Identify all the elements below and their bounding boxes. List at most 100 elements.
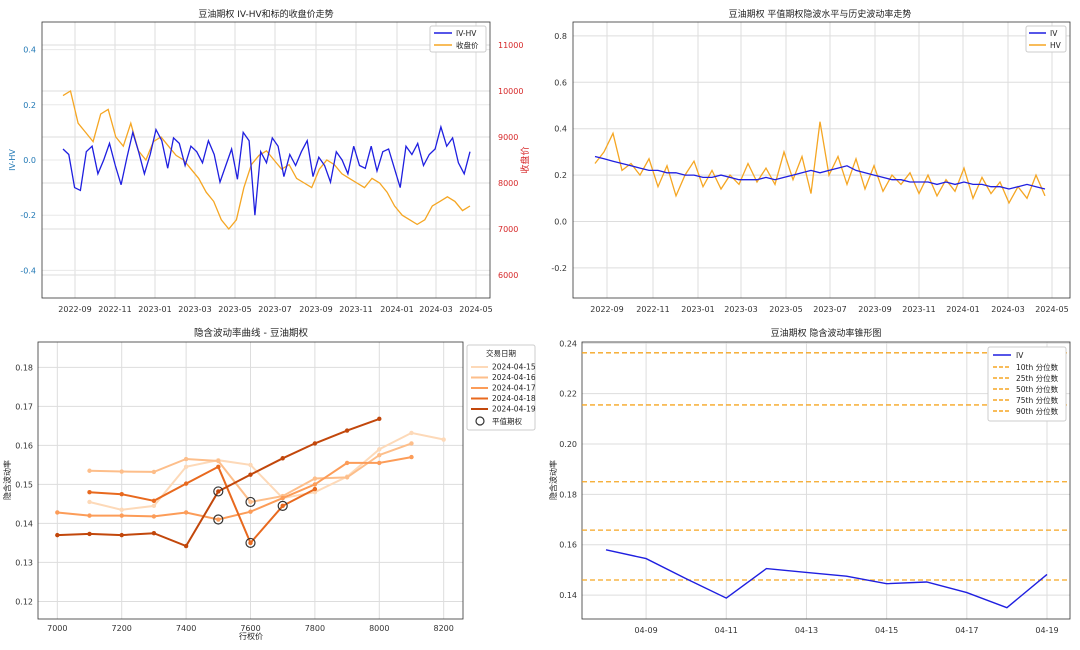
x-tick-label: 7800 [305, 624, 325, 633]
smile-point [248, 472, 253, 477]
smile-line-2024-04-18 [89, 465, 316, 545]
y-tick-label: 0.12 [15, 597, 33, 606]
y2-tick-label: 8000 [498, 179, 518, 188]
smile-point [183, 481, 189, 486]
smile-point [248, 462, 253, 468]
y-tick-label: 0.15 [15, 480, 33, 489]
smile-point [409, 430, 414, 436]
smile-point [119, 469, 124, 474]
x-tick-label: 04-15 [875, 626, 898, 635]
legend-label-percentile: 10th 分位数 [1016, 362, 1059, 372]
legend: IV-HV 收盘价 [429, 25, 487, 53]
smile-point [216, 489, 221, 494]
chart-title: 豆油期权 平值期权隐波水平与历史波动率走势 [729, 8, 912, 20]
smile-line-2024-04-15 [89, 431, 444, 511]
smile-point [312, 482, 318, 487]
smile-point [344, 460, 350, 466]
smile-point [216, 517, 221, 522]
y-tick-label: 0.14 [559, 591, 577, 600]
x-tick-label: 2023-01 [681, 305, 714, 314]
smile-point [119, 513, 124, 518]
smile-point [312, 476, 318, 481]
legend-label-close: 收盘价 [456, 40, 479, 50]
x-tick-label: 2023-05 [769, 305, 802, 314]
smile-point [55, 532, 60, 538]
chart-iv-hv-close: 2022-09 2022-11 2023-01 2023-03 2023-05 2023-… [8, 8, 531, 314]
y-tick-label: -0.4 [20, 266, 36, 275]
smile-point [312, 490, 318, 495]
x-tick-label: 04-09 [634, 626, 657, 635]
chart-atm-iv-hv: 2022-09 2022-11 2023-01 2023-03 2023-05 2023-… [551, 8, 1071, 314]
smile-point [183, 543, 189, 549]
smile-point [344, 475, 350, 480]
chart-title: 隐含波动率曲线 - 豆油期权 [194, 327, 308, 339]
atm-marker [213, 486, 224, 497]
x-tick-label: 7200 [112, 624, 132, 633]
smile-point [377, 452, 382, 458]
x-tick-label: 2024-01 [946, 305, 979, 314]
chart-iv-cone: 04-09 04-11 04-13 04-15 04-17 04-19 0.14 0.16 0.… [548, 327, 1071, 635]
y2-tick-label: 9000 [498, 133, 518, 142]
x-tick-label: 04-13 [795, 626, 818, 635]
smile-point [87, 531, 92, 537]
x-tick-label: 8200 [434, 624, 454, 633]
x-tick-label: 04-17 [955, 626, 978, 635]
legend-label: 2024-04-16 [492, 373, 536, 382]
y-tick-label: -0.2 [551, 264, 567, 273]
y2-tick-label: 7000 [498, 225, 518, 234]
close-price-line [62, 89, 471, 231]
smile-point [280, 456, 285, 461]
legend-title: 交易日期 [486, 348, 516, 358]
x-tick-label: 2024-05 [1035, 305, 1068, 314]
x-tick-label: 2023-01 [138, 305, 171, 314]
x-tick-label: 7600 [240, 624, 260, 633]
chart-title: 豆油期权 IV-HV和标的收盘价走势 [198, 8, 333, 20]
smile-point [216, 464, 221, 470]
y2-tick-label: 11000 [498, 41, 523, 50]
legend: 交易日期2024-04-152024-04-162024-04-172024-0… [466, 344, 536, 431]
smile-point [87, 513, 92, 518]
y-tick-label: 0.16 [559, 541, 577, 550]
smile-point [312, 486, 318, 492]
y2-axis-label: 收盘价 [519, 146, 531, 173]
y-tick-label: 0.17 [15, 402, 33, 411]
y-tick-label: 0.8 [554, 32, 567, 41]
legend-label-percentile: 75th 分位数 [1016, 395, 1059, 405]
x-tick-label: 2022-11 [98, 305, 131, 314]
legend-label: 2024-04-19 [492, 405, 536, 414]
x-tick-label: 2023-07 [258, 305, 291, 314]
smile-point [248, 499, 253, 505]
hv-line [594, 121, 1046, 205]
x-tick-label: 7000 [47, 624, 67, 633]
y-tick-label: 0.4 [554, 125, 567, 134]
x-tick-label: 2022-09 [58, 305, 91, 314]
smile-line-2024-04-19 [57, 417, 380, 548]
legend-label-hv: HV [1050, 41, 1062, 50]
smile-point [151, 498, 157, 503]
x-tick-label: 2023-07 [813, 305, 846, 314]
smile-point [87, 499, 92, 505]
x-tick-label: 2024-03 [991, 305, 1024, 314]
smile-point [248, 509, 253, 514]
legend-label-percentile: 25th 分位数 [1016, 373, 1059, 383]
x-tick-label: 2023-11 [339, 305, 372, 314]
iv-hv-line [62, 124, 471, 216]
smile-point [119, 507, 124, 512]
y-tick-label: 0.2 [23, 101, 36, 110]
legend-label-atm: 平值期权 [492, 416, 522, 426]
legend-box [987, 346, 1067, 422]
y2-tick-label: 6000 [498, 271, 518, 280]
plot-frame [41, 21, 491, 299]
x-tick-label: 2023-03 [178, 305, 211, 314]
y-tick-label: 0.4 [23, 46, 36, 55]
x-tick-label: 8000 [369, 624, 389, 633]
x-tick-label: 2024-05 [459, 305, 492, 314]
y-tick-label: 0.0 [554, 217, 567, 226]
x-tick-label: 7400 [176, 624, 196, 633]
legend-label-iv-hv: IV-HV [456, 29, 477, 38]
chart-iv-smile: 7000 7200 7400 7600 7800 8000 8200 0.12 0.13 0.14… [2, 327, 536, 641]
smile-point [409, 454, 414, 460]
smile-point [280, 503, 285, 509]
smile-point [377, 447, 382, 452]
